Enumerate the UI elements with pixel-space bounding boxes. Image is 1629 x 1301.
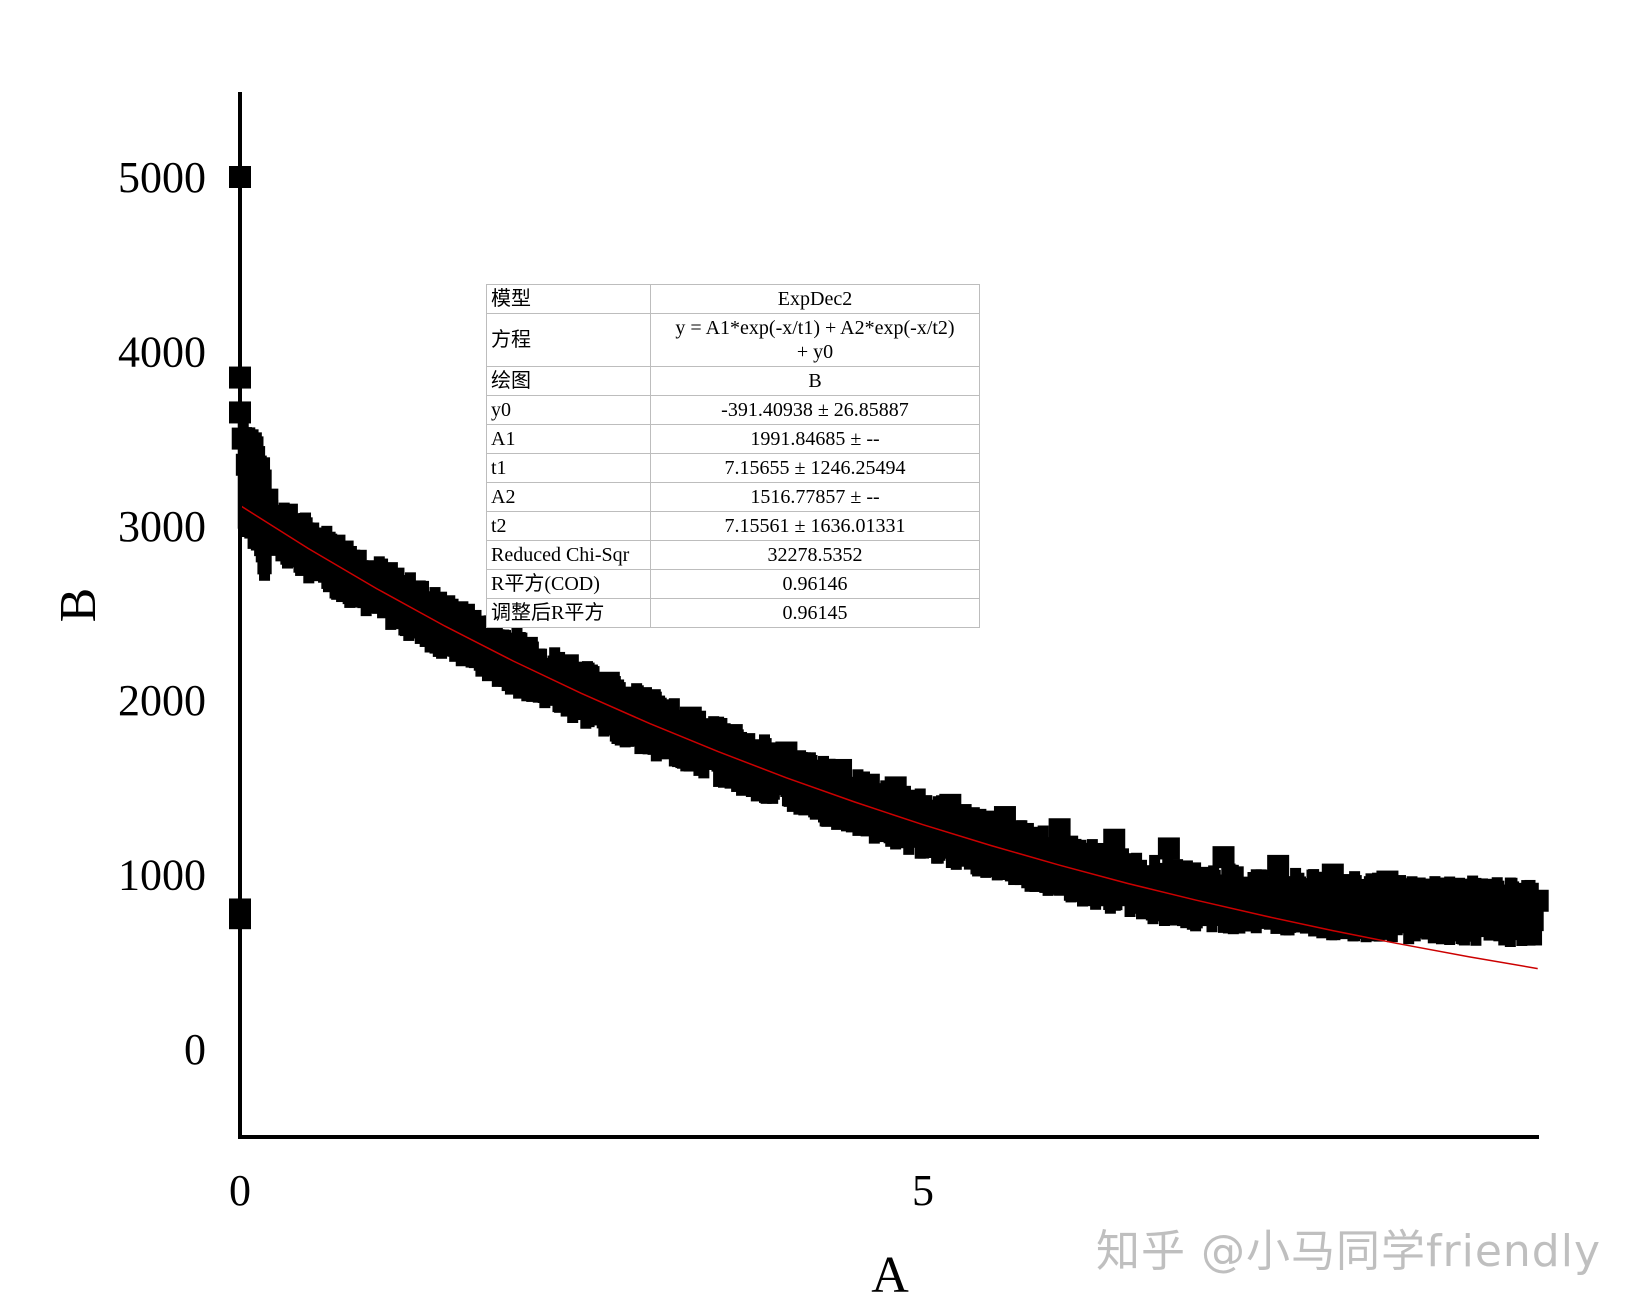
- fit-table-value: 1991.84685 ± --: [650, 424, 980, 454]
- y-tick-label: 0: [184, 1025, 206, 1074]
- scatter-point: [310, 532, 333, 555]
- scatter-point: [283, 514, 306, 537]
- fit-table-row: 方程 y = A1*exp(-x/t1) + A2*exp(-x/t2) + y0: [486, 313, 980, 367]
- scatter-point: [830, 758, 853, 781]
- scatter-point: [679, 706, 702, 729]
- x-tick-label: 5: [912, 1166, 934, 1215]
- scatter-point: [1157, 837, 1180, 860]
- y-tick-label: 5000: [118, 153, 206, 202]
- scatter-point: [231, 427, 254, 450]
- y-tick-label: 1000: [118, 851, 206, 900]
- fit-table-row: 绘图 B: [486, 366, 980, 396]
- scatter-point: [993, 806, 1016, 829]
- scatter-point: [939, 793, 962, 816]
- fit-table-key: A1: [486, 424, 651, 454]
- y-tick-labels: 0 1000 2000 3000 4000 5000: [118, 153, 206, 1074]
- fit-results-table: 模型 ExpDec2 方程 y = A1*exp(-x/t1) + A2*exp(-x…: [486, 284, 980, 628]
- fit-table-key: 模型: [486, 284, 651, 314]
- scatter-point: [638, 689, 661, 712]
- scatter-point: [1485, 884, 1508, 907]
- fit-table-key: y0: [486, 395, 651, 425]
- fit-table-value: y = A1*exp(-x/t1) + A2*exp(-x/t2) + y0: [650, 313, 980, 367]
- scatter-point: [1267, 854, 1290, 877]
- scatter-point-cluster: [1532, 893, 1544, 932]
- fit-table-key: 调整后R平方: [486, 598, 651, 628]
- fit-table-value: 7.15655 ± 1246.25494: [650, 453, 980, 483]
- fit-table-row: A2 1516.77857 ± --: [486, 482, 980, 512]
- scatter-point: [1376, 870, 1399, 893]
- scatter-point: [1321, 863, 1344, 886]
- fit-table-value-cont: + y0: [796, 341, 834, 363]
- fit-table-key: t2: [486, 511, 651, 541]
- y-tick-label: 2000: [118, 676, 206, 725]
- scatter-point: [556, 654, 579, 677]
- scatter-point: [515, 636, 538, 659]
- scatter-point: [365, 567, 388, 590]
- fit-table-key: Reduced Chi-Sqr: [486, 540, 651, 570]
- fit-table-row: y0 -391.40938 ± 26.85887: [486, 395, 980, 425]
- scatter-point: [775, 741, 798, 764]
- scatter-point: [597, 671, 620, 694]
- scatter-point: [1103, 828, 1126, 851]
- watermark: 知乎 @小马同学friendly: [1096, 1226, 1601, 1277]
- scatter-point: [1212, 846, 1235, 869]
- fit-table-value: 0.96145: [650, 598, 980, 628]
- scatter-point: [884, 776, 907, 799]
- fit-table-value: 7.15561 ± 1636.01331: [650, 511, 980, 541]
- scatter-points: [229, 166, 1549, 930]
- fit-table-row: R平方(COD) 0.96146: [486, 569, 980, 599]
- fit-table-value: B: [650, 366, 980, 396]
- fit-table-row: Reduced Chi-Sqr 32278.5352: [486, 540, 980, 570]
- fit-table-row: t1 7.15655 ± 1246.25494: [486, 453, 980, 483]
- scatter-point: [338, 549, 361, 572]
- fit-table-row: 调整后R平方 0.96145: [486, 598, 980, 628]
- y-tick-label: 3000: [118, 502, 206, 551]
- y-tick-label: 4000: [118, 327, 206, 376]
- x-tick-label: 0: [229, 1166, 251, 1215]
- scatter-point: [433, 602, 456, 624]
- fit-table-key: 绘图: [486, 366, 651, 396]
- scatter-point: [256, 488, 279, 511]
- fit-table-value: 32278.5352: [650, 540, 980, 570]
- fit-table-value: ExpDec2: [650, 284, 980, 314]
- fit-table-row: A1 1991.84685 ± --: [486, 424, 980, 454]
- scatter-point: [1526, 889, 1549, 912]
- fit-table-value: 0.96146: [650, 569, 980, 599]
- fit-table-key: R平方(COD): [486, 569, 651, 599]
- fit-table-key: A2: [486, 482, 651, 512]
- y-axis-title: B: [50, 588, 107, 623]
- fit-table-row: 模型 ExpDec2: [486, 284, 980, 314]
- fit-table-value: 1516.77857 ± --: [650, 482, 980, 512]
- fit-curve: [239, 504, 1538, 970]
- fit-table-key: 方程: [486, 313, 651, 367]
- scatter-point: [1431, 877, 1454, 900]
- x-axis-title: A: [871, 1247, 909, 1301]
- fit-table-row: t2 7.15561 ± 1636.01331: [486, 511, 980, 541]
- scatter-point: [1048, 818, 1071, 841]
- scatter-point: [720, 724, 743, 747]
- fit-table-key: t1: [486, 453, 651, 483]
- scatter-point: [242, 471, 265, 494]
- fit-table-value: -391.40938 ± 26.85887: [650, 395, 980, 425]
